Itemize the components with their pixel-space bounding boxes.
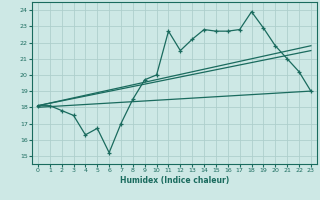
X-axis label: Humidex (Indice chaleur): Humidex (Indice chaleur): [120, 176, 229, 185]
